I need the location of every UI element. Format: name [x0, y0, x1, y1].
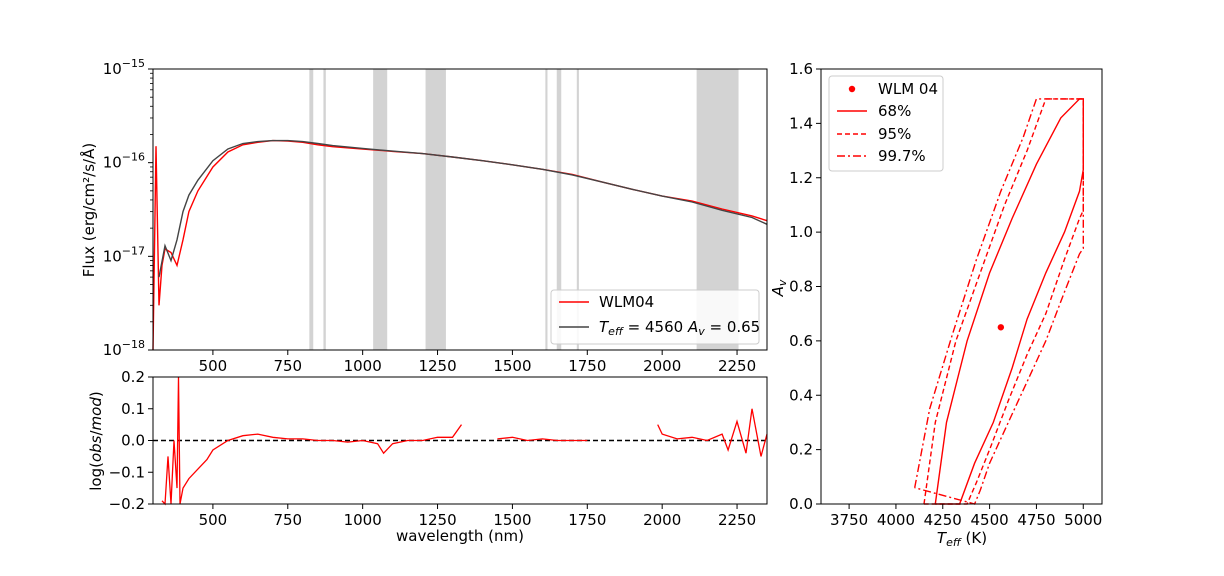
residual-series — [161, 376, 768, 506]
spectrum-x-tick-label-7: 2250 — [718, 357, 756, 375]
confidence-y-tick-label-6: 1.2 — [789, 169, 813, 187]
spectrum-y-ticks: 10−18 10−17 10−16 10−15 — [103, 57, 153, 359]
residual-x-ticks: 500 750 1000 1250 1500 1750 2000 2250 — [199, 504, 756, 529]
confidence-y-tick-label-0: 0.0 — [789, 495, 813, 513]
residual-x-tick-label-3: 1250 — [418, 511, 456, 529]
spectrum-y-tick-label-3: 10−15 — [103, 57, 145, 78]
confidence-y-tick-label-5: 1.0 — [789, 223, 813, 241]
residual-segment-0 — [161, 376, 463, 506]
residual-panel: 500 750 1000 1250 1500 1750 2000 2250 −0.2 −0.1 0… — [87, 368, 768, 545]
spectrum-series — [152, 139, 768, 351]
masked-band-6 — [576, 69, 579, 350]
legend-entry-wlm-04: WLM 04 — [878, 80, 938, 98]
spectrum-frame — [152, 68, 768, 351]
spectrum-x-tick-label-5: 1750 — [568, 357, 606, 375]
spectrum-x-tick-label-1: 750 — [273, 357, 302, 375]
masked-band-2 — [373, 69, 388, 350]
legend-entry-wlm04: WLM04 — [599, 293, 654, 311]
residual-ylabel: log(obs/mod) — [87, 391, 105, 490]
masked-band-0 — [309, 69, 314, 350]
spectrum-legend-box — [550, 289, 760, 345]
confidence-y-ticks: 0.0 0.2 0.4 0.6 0.8 1.0 1.2 1.4 1.6 — [789, 60, 821, 513]
confidence-panel: 3750 4000 4250 4500 4750 5000 0.0 0.2 0.4 0.6 0.8… — [769, 60, 1103, 549]
residual-x-tick-label-1: 750 — [273, 511, 302, 529]
residual-x-tick-label-6: 2000 — [643, 511, 681, 529]
confidence-x-tick-label-2: 4250 — [924, 511, 962, 529]
confidence-legend[interactable]: WLM 04 68% 95% 99.7% — [828, 75, 944, 172]
confidence-xlabel: Teff (K) — [937, 529, 987, 549]
spectrum-x-tick-label-0: 500 — [199, 357, 228, 375]
residual-y-tick-label-2: 0.0 — [121, 432, 145, 450]
confidence-y-tick-label-1: 0.2 — [789, 441, 813, 459]
series-model-line — [158, 139, 768, 278]
confidence-x-ticks: 3750 4000 4250 4500 4750 5000 — [830, 504, 1102, 529]
confidence-point — [997, 324, 1005, 331]
legend-entry-95: 95% — [878, 125, 911, 143]
confidence-y-tick-label-3: 0.6 — [789, 332, 813, 350]
residual-x-tick-label-0: 500 — [199, 511, 228, 529]
contour-99-7 — [914, 98, 1085, 505]
residual-y-tick-label-0: −0.2 — [109, 495, 145, 513]
legend-entry-99-7: 99.7% — [878, 147, 926, 165]
confidence-y-tick-label-7: 1.4 — [789, 114, 813, 132]
spectrum-x-tick-label-3: 1250 — [418, 357, 456, 375]
residual-y-tick-label-4: 0.2 — [121, 368, 145, 386]
residual-x-tick-label-7: 2250 — [718, 511, 756, 529]
spectrum-y-tick-label-0: 10−18 — [103, 338, 145, 359]
residual-y-tick-label-1: −0.1 — [109, 463, 145, 481]
confidence-x-tick-label-1: 4000 — [877, 511, 915, 529]
masked-band-5 — [556, 69, 562, 350]
legend-swatch-point — [848, 85, 856, 93]
masked-band-3 — [425, 69, 446, 350]
confidence-x-tick-label-3: 4500 — [971, 511, 1009, 529]
spectrum-panel: 500 750 1000 1250 1500 1750 2000 2250 10−1810−1… — [79, 57, 768, 375]
residual-segment-1 — [497, 436, 588, 442]
spectrum-x-tick-label-6: 2000 — [643, 357, 681, 375]
spectrum-ylabel: Flux (erg/cm²/s/Å) — [79, 143, 98, 277]
residual-segment-2 — [657, 408, 768, 457]
confidence-x-tick-label-5: 5000 — [1064, 511, 1102, 529]
residual-y-ticks: −0.2 −0.1 0.0 0.1 0.2 — [109, 368, 153, 513]
confidence-ylabel: Av — [769, 279, 789, 297]
confidence-y-tick-label-2: 0.4 — [789, 386, 813, 404]
spectrum-y-tick-label-2: 10−16 — [103, 151, 145, 172]
contour-95 — [923, 98, 1085, 505]
legend-entry-model: Teff = 4560 Av = 0.65 — [599, 318, 760, 338]
spectrum-y-tick-label-1: 10−17 — [103, 244, 145, 265]
confidence-x-tick-label-0: 3750 — [830, 511, 868, 529]
spectrum-x-tick-label-4: 1500 — [493, 357, 531, 375]
residual-x-tick-label-2: 1000 — [344, 511, 382, 529]
legend-entry-68: 68% — [878, 102, 911, 120]
confidence-y-tick-label-8: 1.6 — [789, 60, 813, 78]
best-fit-point — [997, 324, 1005, 331]
confidence-x-tick-label-4: 4750 — [1017, 511, 1055, 529]
confidence-y-tick-label-4: 0.8 — [789, 278, 813, 296]
spectrum-x-tick-label-2: 1000 — [344, 357, 382, 375]
spectrum-x-ticks: 500 750 1000 1250 1500 1750 2000 2250 — [199, 350, 756, 375]
masked-band-4 — [545, 69, 548, 350]
residual-x-tick-label-4: 1500 — [493, 511, 531, 529]
confidence-legend-box — [828, 75, 944, 172]
residual-xlabel: wavelength (nm) — [396, 527, 524, 545]
residual-x-tick-label-5: 1750 — [568, 511, 606, 529]
confidence-contours — [914, 98, 1085, 505]
masked-band-1 — [323, 69, 326, 350]
residual-y-tick-label-3: 0.1 — [121, 400, 145, 418]
spectrum-legend[interactable]: WLM04 Teff = 4560 Av = 0.65 — [550, 289, 760, 345]
